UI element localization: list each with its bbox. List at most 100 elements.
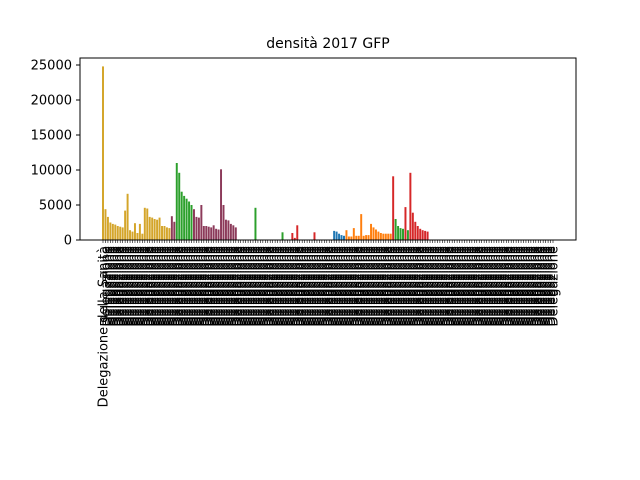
x-tick-label: Delegazione: [239, 246, 254, 326]
bar: [419, 228, 422, 240]
x-tick-label: Delegazione: [293, 246, 308, 326]
x-tick-label: Delegazione: [377, 246, 392, 326]
x-tick-label: Delegazione: [529, 246, 544, 326]
bar: [161, 226, 163, 240]
x-tick-label: Delegazione: [278, 246, 293, 326]
x-tick-label: Delegazione: [409, 246, 424, 326]
bar: [185, 198, 188, 240]
bar: [229, 223, 232, 240]
x-tick-label: Delegazione: [519, 246, 534, 326]
x-tick-label: Delegazione: [372, 246, 387, 326]
bar: [193, 209, 195, 240]
bar: [190, 205, 193, 240]
x-tick-label: Delegazione: [515, 246, 530, 326]
x-tick-label: Delegazione: [424, 246, 439, 326]
x-tick-label: Delegazione: [367, 246, 382, 326]
x-tick-label: Delegazione: [116, 246, 131, 326]
x-tick-label: Delegazione: [394, 246, 409, 326]
bar: [141, 233, 144, 240]
y-tick-label: 10000: [31, 164, 72, 179]
x-tick-label: Delegazione: [281, 246, 296, 326]
x-tick-label: Delegazione: [197, 246, 212, 326]
x-tick-label: Delegazione: [406, 246, 421, 326]
y-tick-label: 20000: [31, 94, 72, 109]
x-tick-label: Delegazione: [114, 246, 129, 326]
x-tick-label: Delegazione: [274, 246, 289, 326]
x-tick-label: Delegazione: [438, 246, 453, 326]
x-tick-label: Delegazione: [448, 246, 463, 326]
x-tick-label: Delegazione: [266, 246, 281, 326]
x-tick-label: Delegazione: [483, 246, 498, 326]
bar: [411, 212, 414, 240]
x-tick-label: Delegazione: [342, 246, 357, 326]
x-tick-label: Delegazione: [416, 246, 431, 326]
x-tick-label: Delegazione: [254, 246, 269, 326]
x-axis-labels: Delegazione della SanitàDelegazioneDeleg…: [97, 240, 562, 407]
bar: [394, 219, 397, 240]
bar: [143, 207, 146, 240]
bar: [350, 236, 353, 240]
bar: [129, 230, 132, 240]
bar: [372, 227, 375, 240]
bar: [406, 230, 409, 240]
y-tick-label: 15000: [31, 129, 72, 144]
x-tick-label: Delegazione: [325, 246, 340, 326]
x-tick-label: Delegazione: [379, 246, 394, 326]
x-tick-label: Delegazione: [433, 246, 448, 326]
x-tick-label: Delegazione: [143, 246, 158, 326]
x-tick-label: Delegazione: [178, 246, 193, 326]
x-tick-label: Delegazione: [392, 246, 407, 326]
bar: [148, 216, 151, 240]
x-tick-label: Delegazione: [207, 246, 222, 326]
bar: [392, 176, 395, 240]
x-tick-label: Delegazione: [173, 246, 188, 326]
bar: [212, 225, 215, 240]
x-tick-label: Delegazione: [192, 246, 207, 326]
bar: [367, 235, 370, 240]
x-tick-label: Delegazione: [101, 246, 116, 326]
bar: [220, 169, 223, 240]
bar: [333, 230, 336, 240]
x-tick-label: Delegazione: [384, 246, 399, 326]
bar: [357, 235, 360, 240]
x-tick-label: Delegazione: [382, 246, 397, 326]
x-tick-label: Delegazione: [443, 246, 458, 326]
bar: [116, 226, 119, 240]
bar: [131, 231, 134, 240]
x-tick-label: Delegazione: [232, 246, 247, 326]
x-tick-label: Delegazione: [389, 246, 404, 326]
bar: [382, 233, 385, 240]
x-tick-label: Delegazione: [291, 246, 306, 326]
x-tick-label: Delegazione: [544, 246, 559, 326]
x-tick-label: Delegazione: [475, 246, 490, 326]
x-tick-label: Delegazione: [156, 246, 171, 326]
x-tick-label: Delegazione: [345, 246, 360, 326]
bar: [106, 216, 109, 240]
x-tick-label: Delegazione: [136, 246, 151, 326]
x-tick-label: Delegazione: [219, 246, 234, 326]
bar: [119, 226, 122, 240]
y-tick-label: 5000: [39, 199, 72, 214]
x-tick-label: Delegazione: [224, 246, 239, 326]
x-tick-label: Delegazione: [303, 246, 318, 326]
bar: [163, 226, 166, 240]
bar: [224, 219, 227, 240]
bar: [397, 226, 400, 240]
x-tick-label: Delegazione: [217, 246, 232, 326]
x-tick-label: Delegazione: [128, 246, 143, 326]
bar: [102, 66, 104, 241]
chart-title: densità 2017 GFP: [266, 36, 390, 52]
x-tick-label: Delegazione: [527, 246, 542, 326]
x-tick-label: Delegazione: [497, 246, 512, 326]
x-tick-label: Delegazione: [237, 246, 252, 326]
x-tick-label: Delegazione: [421, 246, 436, 326]
bar: [183, 195, 186, 240]
x-tick-label: Delegazione: [463, 246, 478, 326]
x-tick-label: Delegazione: [190, 246, 205, 326]
x-tick-label: Delegazione: [121, 246, 136, 326]
bar: [170, 216, 173, 240]
bar: [370, 223, 373, 240]
x-tick-label: Delegazione: [318, 246, 333, 326]
x-tick-label: Delegazione: [222, 246, 237, 326]
x-tick-label: Delegazione: [158, 246, 173, 326]
